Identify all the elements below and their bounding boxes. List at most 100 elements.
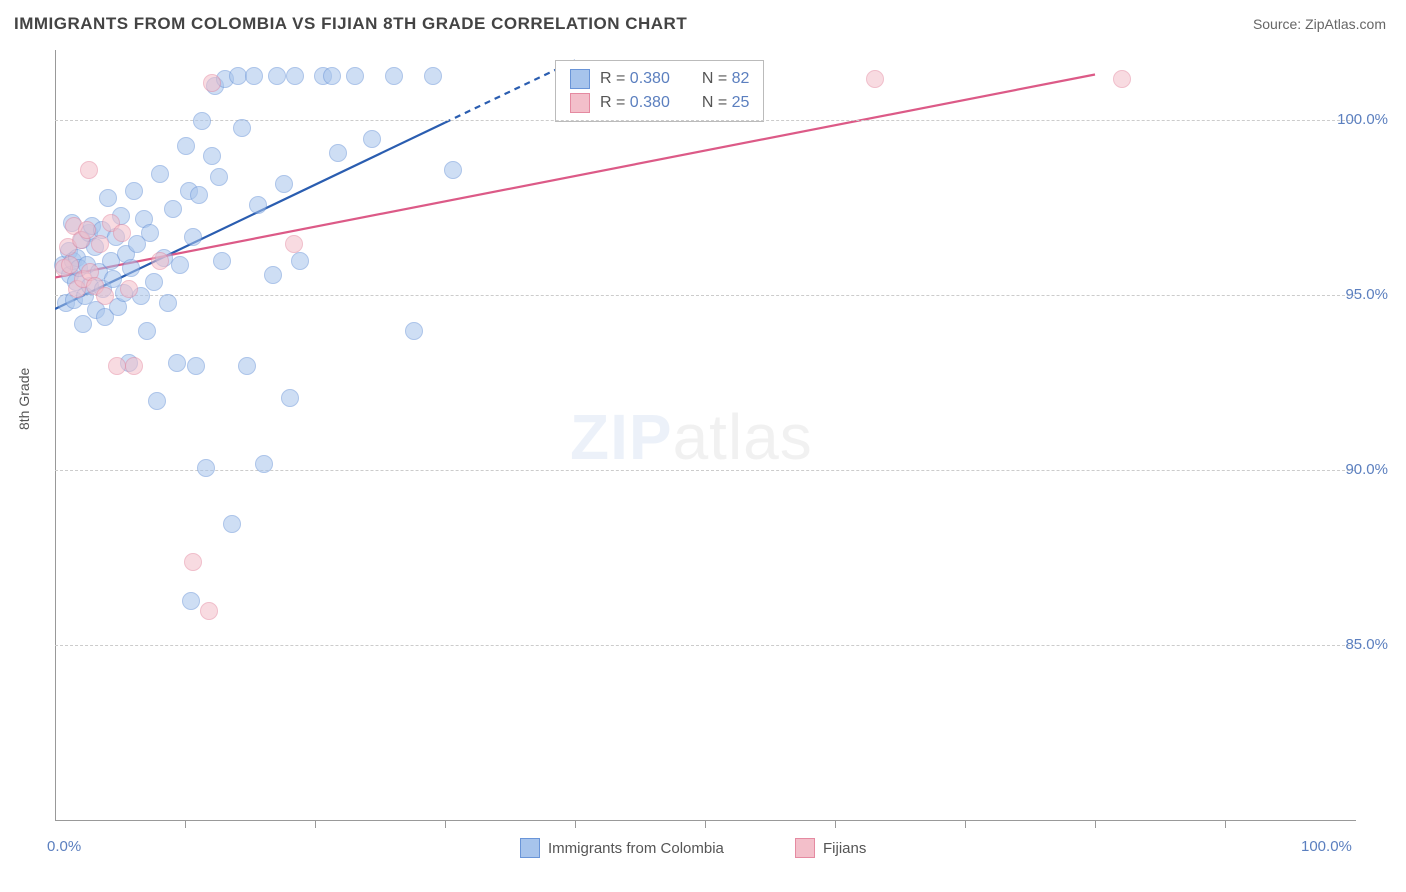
data-point (125, 357, 143, 375)
data-point (405, 322, 423, 340)
data-point (125, 182, 143, 200)
x-tick (705, 820, 706, 828)
gridline-y (55, 470, 1355, 471)
swatch-0b (520, 838, 540, 858)
data-point (187, 357, 205, 375)
x-tick (965, 820, 966, 828)
gridline-y (55, 120, 1355, 121)
data-point (223, 515, 241, 533)
y-axis-label: 8th Grade (16, 368, 32, 430)
data-point (151, 252, 169, 270)
data-point (148, 392, 166, 410)
x-tick (315, 820, 316, 828)
data-point (203, 147, 221, 165)
x-tick (185, 820, 186, 828)
series-legend-1: Fijians (795, 838, 866, 858)
data-point (108, 357, 126, 375)
data-point (268, 67, 286, 85)
x-tick (835, 820, 836, 828)
r-value-1: 0.380 (630, 94, 670, 111)
data-point (233, 119, 251, 137)
data-point (96, 287, 114, 305)
n-value-0: 82 (732, 70, 750, 87)
chart-title: IMMIGRANTS FROM COLOMBIA VS FIJIAN 8TH G… (14, 14, 687, 34)
series-legend-0: Immigrants from Colombia (520, 838, 724, 858)
x-tick (1095, 820, 1096, 828)
data-point (80, 161, 98, 179)
data-point (171, 256, 189, 274)
data-point (99, 189, 117, 207)
data-point (210, 168, 228, 186)
data-point (74, 315, 92, 333)
swatch-1b (795, 838, 815, 858)
data-point (245, 67, 263, 85)
data-point (122, 259, 140, 277)
data-point (424, 67, 442, 85)
data-point (285, 235, 303, 253)
series-name-1: Fijians (823, 840, 866, 857)
swatch-1 (570, 93, 590, 113)
y-tick-label: 85.0% (1345, 636, 1388, 653)
data-point (141, 224, 159, 242)
data-point (238, 357, 256, 375)
data-point (275, 175, 293, 193)
n-label: N = 25 (702, 94, 750, 112)
data-point (203, 74, 221, 92)
y-tick-label: 90.0% (1345, 461, 1388, 478)
data-point (182, 592, 200, 610)
n-label: N = 82 (702, 70, 750, 88)
stats-legend: R = 0.380 N = 82 R = 0.380 N = 25 (555, 60, 764, 122)
data-point (151, 165, 169, 183)
data-point (164, 200, 182, 218)
x-tick-label: 0.0% (47, 838, 81, 855)
stats-row-1: R = 0.380 N = 25 (570, 91, 749, 115)
plot-area (55, 50, 1356, 821)
data-point (346, 67, 364, 85)
chart-container: { "title": "IMMIGRANTS FROM COLOMBIA VS … (0, 0, 1406, 892)
x-tick (445, 820, 446, 828)
r-label: R = 0.380 (600, 94, 670, 112)
x-tick-label: 100.0% (1301, 838, 1352, 855)
series-name-0: Immigrants from Colombia (548, 840, 724, 857)
data-point (444, 161, 462, 179)
data-point (184, 553, 202, 571)
stats-row-0: R = 0.380 N = 82 (570, 67, 749, 91)
data-point (249, 196, 267, 214)
x-tick (575, 820, 576, 828)
data-point (213, 252, 231, 270)
gridline-y (55, 295, 1355, 296)
gridline-y (55, 645, 1355, 646)
data-point (866, 70, 884, 88)
data-point (120, 280, 138, 298)
data-point (159, 294, 177, 312)
data-point (323, 67, 341, 85)
data-point (113, 224, 131, 242)
y-tick-label: 95.0% (1345, 286, 1388, 303)
r-label: R = 0.380 (600, 70, 670, 88)
data-point (184, 228, 202, 246)
data-point (281, 389, 299, 407)
swatch-0 (570, 69, 590, 89)
data-point (329, 144, 347, 162)
n-value-1: 25 (732, 94, 750, 111)
data-point (190, 186, 208, 204)
data-point (200, 602, 218, 620)
data-point (363, 130, 381, 148)
data-point (255, 455, 273, 473)
r-value-0: 0.380 (630, 70, 670, 87)
y-tick-label: 100.0% (1337, 111, 1388, 128)
data-point (385, 67, 403, 85)
data-point (1113, 70, 1131, 88)
data-point (193, 112, 211, 130)
x-tick (1225, 820, 1226, 828)
source-label: Source: ZipAtlas.com (1253, 16, 1386, 32)
data-point (145, 273, 163, 291)
data-point (291, 252, 309, 270)
data-point (168, 354, 186, 372)
data-point (197, 459, 215, 477)
data-point (286, 67, 304, 85)
data-point (264, 266, 282, 284)
data-point (138, 322, 156, 340)
data-point (177, 137, 195, 155)
data-point (91, 235, 109, 253)
